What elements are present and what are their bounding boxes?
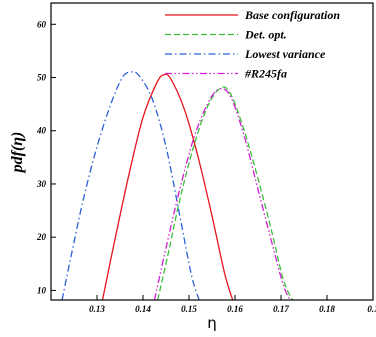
y-tick-label: 40: [36, 126, 47, 136]
legend-label-lowest-variance: Lowest variance: [244, 47, 326, 61]
series-line-r245fa: [155, 89, 291, 300]
x-tick-label: 0.13: [89, 304, 105, 314]
x-tick-label: 0.18: [319, 304, 335, 314]
x-tick-label: 0.1: [367, 304, 376, 314]
y-axis-title: pdf(η): [9, 132, 26, 175]
x-tick-label: 0.14: [135, 304, 151, 314]
y-tick-label: 20: [36, 232, 47, 242]
x-tick-label: 0.17: [273, 304, 289, 314]
series-line-base-configuration: [103, 74, 233, 300]
x-axis-title: η: [207, 314, 217, 332]
legend: Base configuration Det. opt. Lowest varian…: [165, 8, 340, 81]
y-tick-label: 30: [36, 179, 47, 189]
legend-label-base-configuration: Base configuration: [244, 8, 340, 22]
y-tick-label: 10: [37, 285, 47, 295]
legend-label-det-opt: Det. opt.: [244, 28, 287, 42]
y-tick-label: 60: [37, 19, 47, 29]
series-line-lowest-variance: [62, 72, 199, 300]
series-layer: [62, 72, 292, 300]
ticks-layer: 0.13 0.14 0.15 0.16 0.17 0.18 0.1 10 20 30 40 50 60: [36, 19, 376, 314]
y-tick-label: 50: [37, 73, 47, 83]
series-line-det-opt: [158, 87, 293, 300]
legend-label-r245fa: #R245fa: [244, 67, 287, 81]
x-tick-label: 0.16: [227, 304, 243, 314]
x-tick-label: 0.15: [181, 304, 197, 314]
